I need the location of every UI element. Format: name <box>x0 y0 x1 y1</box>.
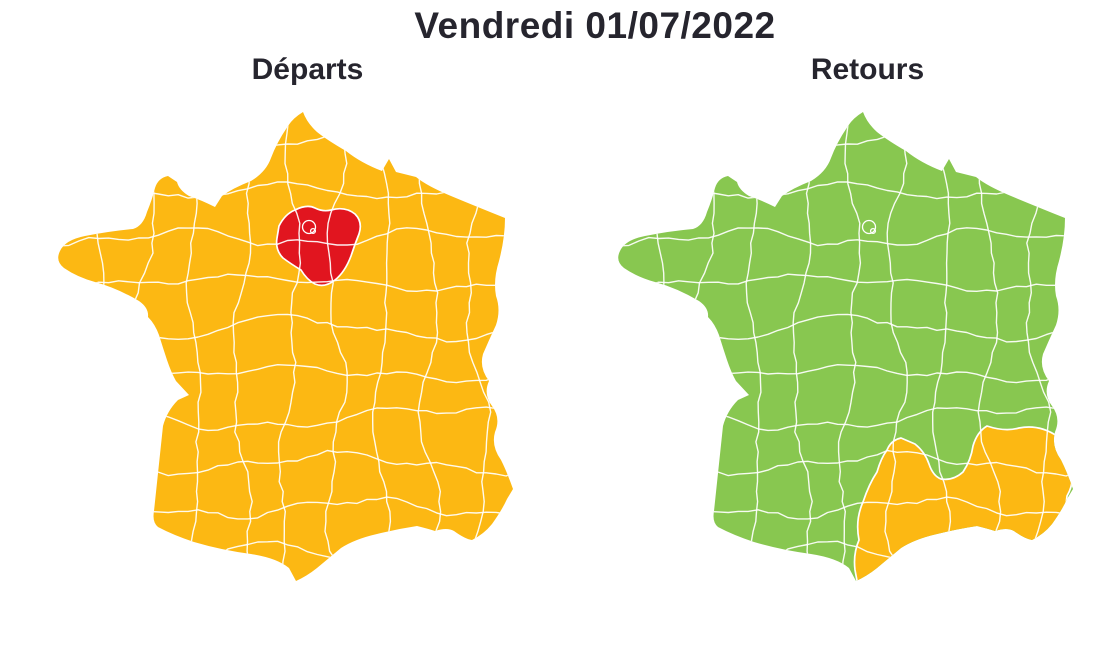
france-map-retours <box>618 112 1073 581</box>
france-map-departs <box>58 112 513 581</box>
page-title: Vendredi 01/07/2022 <box>414 5 776 46</box>
paris-ring-icon <box>861 219 877 235</box>
departs-label: Départs <box>251 53 364 86</box>
retours-label: Retours <box>810 53 925 86</box>
region-ile-de-france <box>275 205 362 287</box>
paris-ring-icon <box>301 219 317 235</box>
